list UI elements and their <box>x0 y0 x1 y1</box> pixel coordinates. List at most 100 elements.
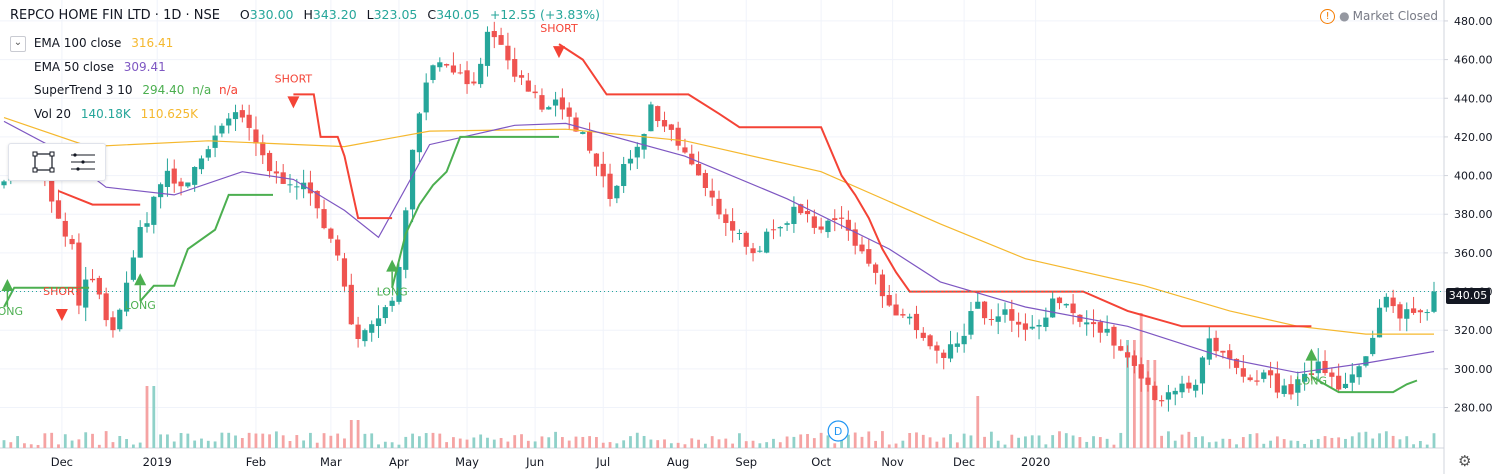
x-tick-label: Aug <box>667 455 689 469</box>
candle-body <box>273 171 279 174</box>
volume-bar <box>976 396 980 448</box>
candle-body <box>484 31 491 66</box>
candle-body <box>770 229 777 231</box>
candle-body <box>321 209 327 229</box>
volume-bar <box>663 439 666 448</box>
long-signal-arrow <box>1 279 14 292</box>
candle-body <box>1016 321 1022 325</box>
candle-body <box>1349 374 1355 383</box>
volume-bar <box>778 442 782 448</box>
status-dot-icon: ● <box>1339 9 1350 23</box>
candle-body <box>750 248 756 254</box>
candle-body <box>1152 385 1158 401</box>
candle-body <box>450 65 457 73</box>
volume-bar <box>765 442 769 448</box>
candle-body <box>580 132 586 134</box>
volume-bar <box>1241 437 1245 448</box>
x-tick-label: May <box>455 455 479 469</box>
supertrend-line-up <box>139 193 273 302</box>
candle-body <box>307 182 314 194</box>
rectangle-tool-button[interactable] <box>31 150 57 174</box>
candle-body <box>1240 368 1246 377</box>
candle-body <box>1084 322 1090 325</box>
legend-row-ema50[interactable]: EMA 50 close 309.41 <box>10 56 238 80</box>
volume-bar <box>526 440 530 448</box>
high-value: 343.20 <box>312 7 357 22</box>
candle-body <box>512 59 518 77</box>
y-tick-label: 380.00 <box>1454 208 1493 221</box>
candle-body <box>471 81 477 84</box>
volume-bar <box>274 431 278 448</box>
candle-body <box>934 345 940 351</box>
volume-bar <box>1010 434 1014 448</box>
x-tick-label: Oct <box>811 455 831 469</box>
volume-bar <box>1391 435 1395 448</box>
candle-body <box>1159 400 1165 402</box>
volume-bar <box>1180 434 1184 448</box>
volume-bar <box>608 442 612 448</box>
x-tick-label: Sep <box>735 455 757 469</box>
candle-body <box>253 129 259 144</box>
volume-bar <box>928 437 932 448</box>
candle-body <box>532 91 538 94</box>
volume-bar <box>710 436 714 448</box>
market-status[interactable]: ! ● Market Closed <box>1320 9 1438 24</box>
supertrend-na-1: n/a <box>192 83 212 97</box>
candle-body <box>335 239 341 256</box>
volume-bar <box>377 444 380 448</box>
volume-bar <box>383 441 387 448</box>
candle-body <box>736 232 743 234</box>
symbol-title[interactable]: REPCO HOME FIN LTD · 1D · NSE <box>10 8 220 23</box>
volume-bar <box>486 437 489 448</box>
legend-row-volume[interactable]: Vol 20 140.18K 110.625K <box>10 103 238 127</box>
volume-bar <box>1201 436 1204 448</box>
y-tick-label: 440.00 <box>1454 92 1493 105</box>
candle-body <box>852 229 858 246</box>
volume-bar <box>1085 441 1089 448</box>
volume-bar <box>983 436 986 448</box>
candle-body <box>219 125 225 134</box>
candle-body <box>627 158 634 164</box>
candle-body <box>968 311 974 335</box>
volume-bar <box>363 433 367 448</box>
collapse-arrow-icon[interactable]: ⌄ <box>10 35 26 52</box>
candle-body <box>791 206 797 224</box>
volume-bar <box>131 444 135 448</box>
candle-body <box>144 223 150 227</box>
gear-icon[interactable]: ⚙ <box>1458 452 1472 470</box>
low-value: 323.05 <box>373 7 418 22</box>
volume-bar <box>1024 436 1027 448</box>
volume-bar <box>846 434 850 448</box>
volume-bar <box>1221 438 1225 448</box>
candle-body <box>757 250 763 252</box>
volume-bar <box>404 436 408 448</box>
candle-body <box>205 149 211 158</box>
volume-bar <box>343 438 346 448</box>
candle-body <box>920 332 926 338</box>
candle-body <box>777 227 783 229</box>
dividend-icon <box>827 420 849 442</box>
candle-body <box>1227 350 1233 359</box>
candle-body <box>1111 326 1117 346</box>
long-signal-label: LONG <box>377 286 408 299</box>
market-status-label: Market Closed <box>1352 9 1438 23</box>
supertrend-line-down <box>58 190 141 206</box>
candle-body <box>1179 383 1185 393</box>
volume-bar <box>908 433 912 448</box>
volume-bar <box>533 441 537 448</box>
volume-bar <box>445 442 449 448</box>
volume-bar <box>431 432 435 448</box>
close-value: 340.05 <box>436 7 480 22</box>
legend-row-supertrend[interactable]: SuperTrend 3 10 294.40 n/a n/a <box>10 79 238 103</box>
supertrend-label: SuperTrend 3 10 <box>34 83 133 97</box>
legend-row-ema100[interactable]: ⌄ EMA 100 close 316.41 <box>10 32 238 56</box>
menu-button[interactable] <box>69 150 95 174</box>
volume-bar <box>220 432 224 448</box>
volume-bar <box>806 434 809 448</box>
volume-bar <box>261 433 265 448</box>
candle-body <box>743 232 749 247</box>
candle-body <box>648 104 654 132</box>
volume-bar <box>1017 437 1021 448</box>
volume-bar <box>649 439 653 448</box>
